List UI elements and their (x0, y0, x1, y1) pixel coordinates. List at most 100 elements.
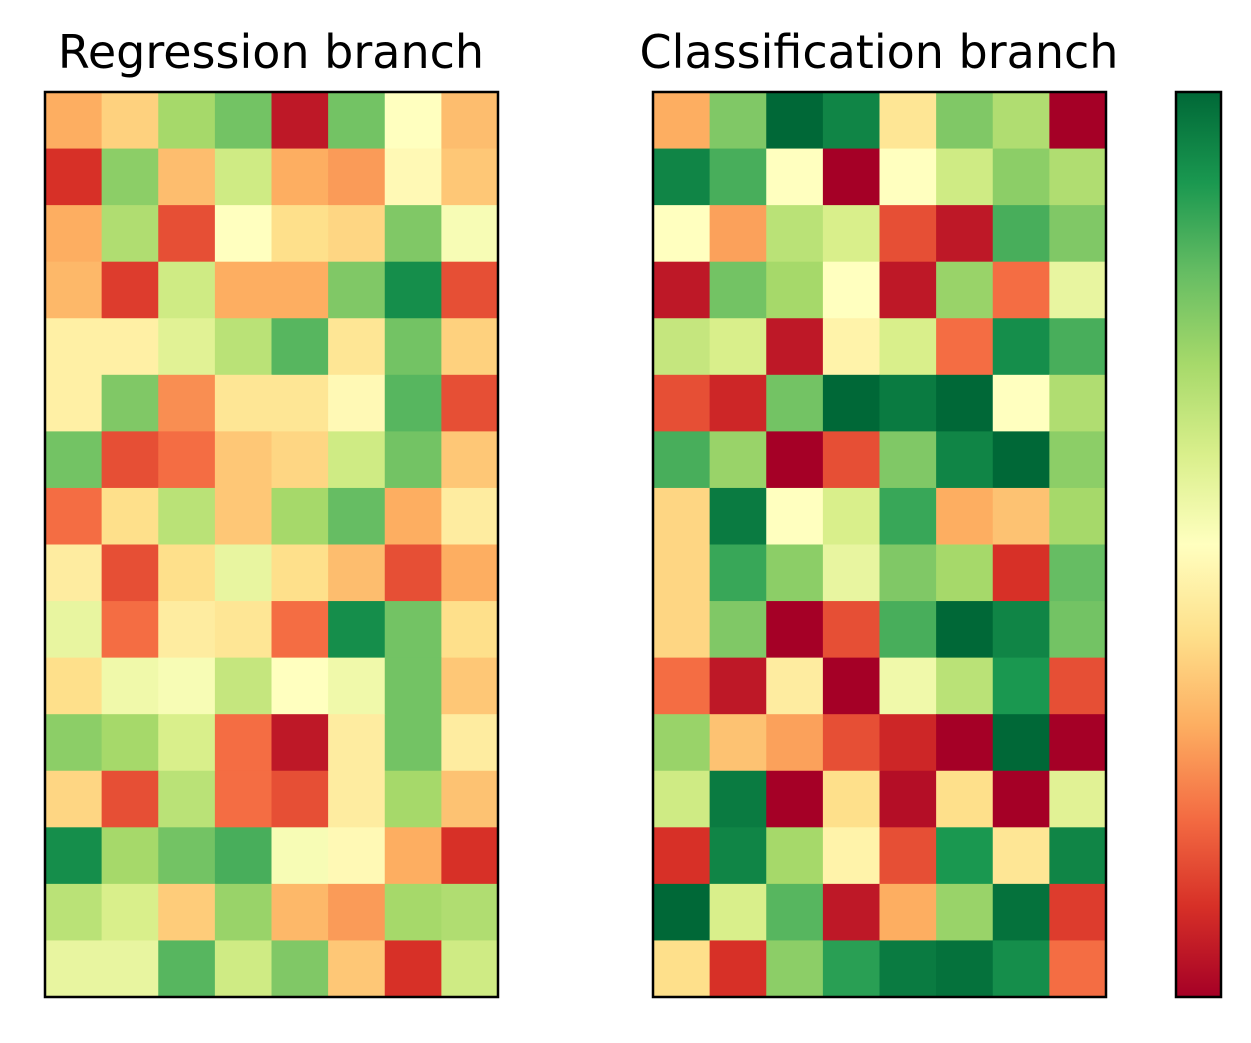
heatmap-cell-classification-r5-c3 (822, 374, 881, 432)
heatmap-cell-regression-r7-c1 (101, 487, 159, 546)
heatmap-cell-classification-r15-c6 (992, 940, 1050, 998)
heatmap-cell-regression-r12-c0 (45, 770, 103, 828)
heatmap-cell-regression-r4-c5 (328, 318, 386, 376)
heatmap-cell-regression-r15-c3 (214, 940, 273, 998)
heatmap-cell-classification-r6-c3 (822, 431, 881, 489)
heatmap-cell-classification-r7-c7 (1049, 487, 1107, 546)
heatmap-cell-regression-r15-c0 (45, 940, 103, 998)
heatmap-cell-classification-r2-c5 (936, 205, 994, 263)
heatmap-cell-classification-r9-c5 (936, 601, 994, 659)
heatmap-cell-regression-r8-c1 (101, 544, 159, 602)
heatmap-cell-regression-r7-c7 (441, 487, 499, 546)
heatmap-cell-classification-r8-c6 (992, 544, 1050, 602)
heatmap-cell-classification-r2-c3 (822, 205, 881, 263)
heatmap-cell-regression-r12-c1 (101, 770, 159, 828)
heatmap-cell-regression-r14-c0 (45, 883, 103, 942)
heatmap-cell-classification-r9-c7 (1049, 601, 1107, 659)
heatmap-cell-regression-r11-c4 (271, 714, 329, 772)
heatmap-cell-regression-r4-c0 (45, 318, 103, 376)
heatmap-cell-classification-r2-c0 (653, 205, 711, 263)
heatmap-cell-classification-r13-c2 (766, 827, 824, 885)
heatmap-cell-classification-r10-c0 (653, 657, 711, 715)
heatmap-cell-regression-r0-c0 (45, 92, 103, 150)
heatmap-cell-classification-r14-c0 (653, 883, 711, 942)
heatmap-classification-frame (651, 90, 1108, 999)
heatmap-cell-classification-r8-c0 (653, 544, 711, 602)
heatmap-cell-classification-r13-c5 (936, 827, 994, 885)
heatmap-cell-classification-r14-c4 (879, 883, 937, 942)
heatmap-cell-classification-r9-c3 (822, 601, 881, 659)
heatmap-cell-regression-r9-c6 (384, 601, 442, 659)
heatmap-cell-regression-r10-c6 (384, 657, 442, 715)
heatmap-regression-frame (43, 90, 500, 999)
heatmap-cell-classification-r8-c3 (822, 544, 881, 602)
heatmap-cell-classification-r2-c2 (766, 205, 824, 263)
heatmap-cell-regression-r5-c0 (45, 374, 103, 432)
heatmap-cell-classification-r6-c2 (766, 431, 824, 489)
heatmap-cell-classification-r13-c3 (822, 827, 881, 885)
heatmap-cell-classification-r2-c7 (1049, 205, 1107, 263)
heatmap-cell-classification-r15-c3 (822, 940, 881, 998)
heatmap-cell-classification-r14-c3 (822, 883, 881, 942)
heatmap-cell-regression-r2-c5 (328, 205, 386, 263)
heatmap-cell-regression-r15-c6 (384, 940, 442, 998)
heatmap-cell-classification-r1-c0 (653, 148, 711, 206)
heatmap-cell-regression-r2-c6 (384, 205, 442, 263)
heatmap-cell-classification-r13-c4 (879, 827, 937, 885)
heatmap-cell-classification-r2-c6 (992, 205, 1050, 263)
heatmap-cell-regression-r1-c2 (158, 148, 216, 206)
heatmap-cell-classification-r6-c4 (879, 431, 937, 489)
heatmap-cell-regression-r6-c7 (441, 431, 499, 489)
heatmap-cell-classification-r3-c7 (1049, 261, 1107, 319)
heatmap-cell-regression-r1-c4 (271, 148, 329, 206)
heatmap-cell-classification-r0-c4 (879, 92, 937, 150)
heatmap-cell-regression-r11-c1 (101, 714, 159, 772)
heatmap-cell-classification-r14-c7 (1049, 883, 1107, 942)
heatmap-cell-regression-r1-c7 (441, 148, 499, 206)
heatmap-cell-regression-r5-c3 (214, 374, 273, 432)
heatmap-cell-regression-r0-c7 (441, 92, 499, 150)
heatmap-cell-regression-r7-c4 (271, 487, 329, 546)
heatmap-cell-regression-r13-c0 (45, 827, 103, 885)
heatmap-cell-classification-r3-c3 (822, 261, 881, 319)
heatmap-cell-regression-r8-c5 (328, 544, 386, 602)
heatmap-cell-classification-r13-c1 (709, 827, 767, 885)
heatmap-cell-classification-r1-c3 (822, 148, 881, 206)
heatmap-cell-classification-r7-c4 (879, 487, 937, 546)
heatmap-cell-classification-r5-c2 (766, 374, 824, 432)
heatmap-cell-classification-r9-c0 (653, 601, 711, 659)
heatmap-cell-regression-r8-c3 (214, 544, 273, 602)
heatmap-cell-regression-r13-c4 (271, 827, 329, 885)
heatmap-cell-regression-r4-c3 (214, 318, 273, 376)
heatmap-cell-regression-r4-c4 (271, 318, 329, 376)
heatmap-cell-regression-r14-c3 (214, 883, 273, 942)
heatmap-cell-regression-r1-c6 (384, 148, 442, 206)
heatmap-cell-regression-r7-c0 (45, 487, 103, 546)
heatmap-cell-classification-r7-c6 (992, 487, 1050, 546)
heatmap-cell-regression-r5-c7 (441, 374, 499, 432)
heatmap-cell-regression-r11-c7 (441, 714, 499, 772)
heatmap-cell-regression-r7-c2 (158, 487, 216, 546)
heatmap-cell-regression-r2-c1 (101, 205, 159, 263)
heatmap-cell-regression-r8-c2 (158, 544, 216, 602)
heatmap-cell-classification-r12-c6 (992, 770, 1050, 828)
heatmap-cell-classification-r14-c6 (992, 883, 1050, 942)
heatmap-cell-classification-r1-c5 (936, 148, 994, 206)
heatmap-cell-regression-r0-c1 (101, 92, 159, 150)
heatmap-cell-classification-r10-c3 (822, 657, 881, 715)
heatmap-cell-regression-r11-c3 (214, 714, 273, 772)
heatmap-cell-regression-r6-c3 (214, 431, 273, 489)
heatmap-cell-regression-r9-c1 (101, 601, 159, 659)
heatmap-cell-classification-r6-c6 (992, 431, 1050, 489)
heatmap-cell-classification-r4-c2 (766, 318, 824, 376)
heatmap-cell-regression-r3-c2 (158, 261, 216, 319)
heatmap-cell-regression-r2-c7 (441, 205, 499, 263)
heatmap-cell-classification-r15-c7 (1049, 940, 1107, 998)
heatmap-cell-regression-r14-c5 (328, 883, 386, 942)
heatmap-cell-regression-r6-c4 (271, 431, 329, 489)
heatmap-cell-regression-r0-c6 (384, 92, 442, 150)
heatmap-cell-classification-r6-c1 (709, 431, 767, 489)
heatmap-cell-regression-r2-c2 (158, 205, 216, 263)
heatmap-cell-classification-r8-c1 (709, 544, 767, 602)
heatmap-cell-classification-r7-c0 (653, 487, 711, 546)
